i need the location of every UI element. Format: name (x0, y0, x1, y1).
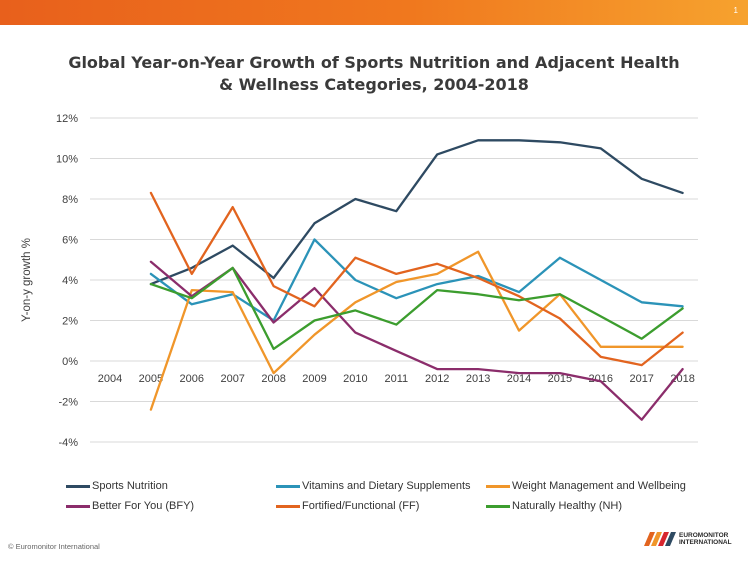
x-tick-label: 2005 (139, 373, 163, 385)
header-bar: 1 (0, 0, 748, 25)
legend-swatch (486, 484, 510, 488)
x-tick-label: 2012 (425, 373, 449, 385)
legend-label: Naturally Healthy (NH) (512, 500, 623, 512)
legend-swatch (276, 504, 300, 508)
legend-swatch (66, 484, 90, 488)
x-tick-label: 2016 (589, 373, 613, 385)
series-line-0 (149, 139, 684, 286)
y-tick-label: 4% (62, 275, 78, 287)
legend-label: Weight Management and Wellbeing (512, 480, 686, 492)
x-tick-label: 2014 (507, 373, 531, 385)
legend-item: Weight Management and Wellbeing (486, 478, 686, 494)
y-tick-label: 6% (62, 235, 78, 247)
legend-label: Better For You (BFY) (92, 500, 195, 512)
legend-label: Sports Nutrition (92, 480, 168, 492)
series-line-3 (149, 260, 684, 421)
series-line-2 (149, 250, 684, 411)
legend-swatch (66, 504, 90, 508)
chart-title: Global Year-on-Year Growth of Sports Nut… (68, 53, 680, 94)
legend-item: Fortified/Functional (FF) (276, 498, 419, 514)
euromonitor-logo: EUROMONITOR INTERNATIONAL (644, 532, 732, 546)
euromonitor-logo-mark (644, 532, 676, 546)
x-tick-label: 2017 (629, 373, 653, 385)
copyright-footer: © Euromonitor International (8, 542, 100, 551)
logo-text-line1: EUROMONITOR (679, 532, 729, 539)
x-tick-label: 2008 (261, 373, 285, 385)
x-tick-label: 2010 (343, 373, 367, 385)
x-tick-label: 2004 (98, 373, 122, 385)
legend-item: Naturally Healthy (NH) (486, 498, 622, 514)
x-tick-label: 2013 (466, 373, 490, 385)
legend-label: Fortified/Functional (FF) (302, 500, 420, 512)
legend-item: Better For You (BFY) (66, 498, 194, 514)
y-tick-label: 0% (62, 356, 78, 368)
x-tick-label: 2006 (180, 373, 204, 385)
legend-item: Sports Nutrition (66, 478, 168, 494)
y-tick-label: -4% (58, 437, 78, 449)
y-tick-label: -2% (58, 397, 78, 409)
logo-text-line2: INTERNATIONAL (679, 539, 732, 546)
legend-swatch (486, 504, 510, 508)
x-tick-label: 2009 (302, 373, 326, 385)
x-tick-label: 2015 (548, 373, 572, 385)
x-tick-label: 2011 (384, 373, 408, 385)
x-tick-label: 2007 (220, 373, 244, 385)
series-line-1 (149, 238, 684, 322)
y-tick-label: 2% (62, 316, 78, 328)
y-tick-label: 12% (56, 113, 78, 125)
legend-swatch (276, 484, 300, 488)
series-line-4 (149, 191, 684, 367)
y-tick-label: 10% (56, 154, 78, 166)
series-line-5 (149, 266, 684, 351)
legend-label: Vitamins and Dietary Supplements (302, 480, 471, 492)
page-number: 1 (733, 6, 738, 15)
y-tick-label: 8% (62, 194, 78, 206)
legend-item: Vitamins and Dietary Supplements (276, 478, 471, 494)
